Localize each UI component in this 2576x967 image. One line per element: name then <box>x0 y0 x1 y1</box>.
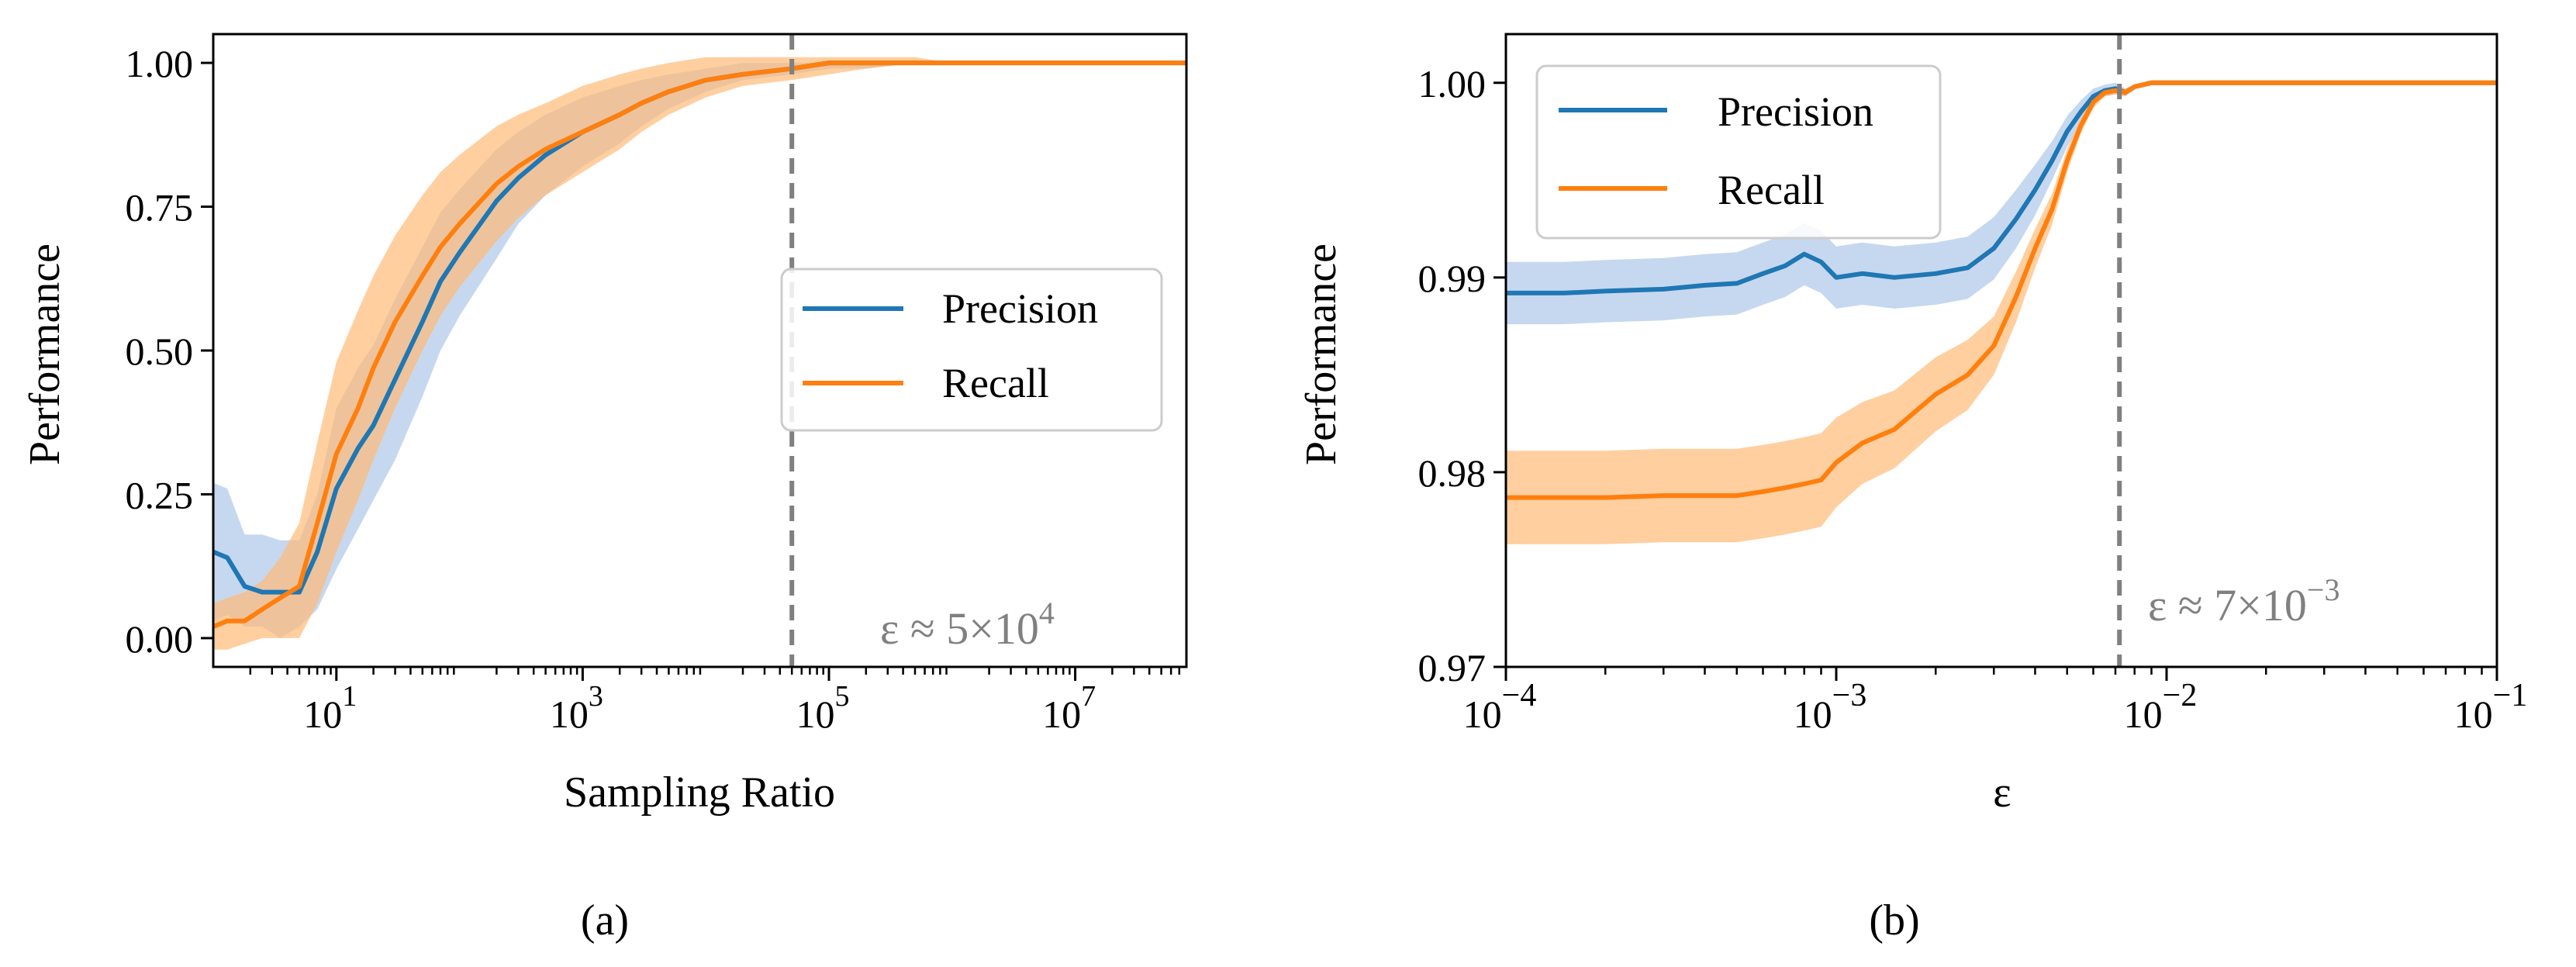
chart-b-x-axis-label: ε <box>1993 768 2011 817</box>
chart-b-legend-recall-label: Recall <box>1718 167 1825 213</box>
chart-a-x-tick-label: 103 <box>550 680 603 736</box>
chart-b-x-tick-label: 10−4 <box>1463 678 1537 736</box>
chart-b-bands <box>1506 82 2497 544</box>
chart-a-x-ticks: 101 103 105 107 <box>249 667 1181 736</box>
chart-b-plot-frame <box>1504 33 2498 668</box>
chart-a-lines <box>212 60 1186 629</box>
chart-b-lines <box>1506 80 2497 500</box>
chart-a-recall-band <box>213 57 1186 650</box>
chart-a-x-axis-label: Sampling Ratio <box>564 768 835 817</box>
chart-b-x-tick-label: 10−1 <box>2454 678 2528 736</box>
chart-b-legend: Precision Recall <box>1535 64 1942 240</box>
chart-a-caption: (a) <box>581 896 629 945</box>
chart-b-x-ticks: 10−4 10−3 10−2 10−1 <box>1463 667 2528 736</box>
chart-b-caption: (b) <box>1869 896 1919 945</box>
chart-a-y-tick-label: 1.00 <box>126 42 194 85</box>
chart-b-y-tick-label: 0.98 <box>1418 451 1487 495</box>
chart-a-annotation: ε ≈ 5×104 <box>880 596 1055 654</box>
chart-a-y-axis-label: Performance <box>21 243 69 465</box>
chart-a-x-tick-label: 101 <box>303 680 357 736</box>
chart-a-y-tick-label: 0.25 <box>126 473 194 516</box>
chart-b-recall-band <box>1506 82 2497 544</box>
chart-a-legend-precision-label: Precision <box>942 285 1098 332</box>
chart-b: 10−4 10−3 10−2 10−1 0.97 0.98 0.99 1.00 ε ≈ 7×… <box>1297 33 2528 945</box>
chart-b-annotation: ε ≈ 7×10−3 <box>2148 572 2339 630</box>
chart-a: 101 103 105 107 0.00 0.25 0.50 0.75 1.00 ε ≈ 5×… <box>21 33 1188 945</box>
chart-b-recall-line <box>1506 80 2497 500</box>
chart-a-y-tick-label: 0.75 <box>126 186 194 230</box>
chart-a-legend: Precision Recall <box>780 268 1163 432</box>
chart-b-legend-precision-label: Precision <box>1718 88 1873 135</box>
chart-b-y-ticks: 0.97 0.98 0.99 1.00 <box>1418 62 1506 689</box>
chart-b-y-tick-label: 0.97 <box>1418 646 1487 689</box>
chart-b-y-tick-label: 1.00 <box>1418 62 1487 105</box>
chart-a-bands <box>213 57 1186 650</box>
chart-b-precision-band <box>1506 82 2497 325</box>
chart-a-legend-recall-label: Recall <box>942 360 1049 406</box>
chart-b-y-axis-label: Performance <box>1297 243 1345 465</box>
chart-b-x-tick-label: 10−3 <box>1794 678 1867 736</box>
chart-a-y-ticks: 0.00 0.25 0.50 0.75 1.00 <box>126 42 213 661</box>
chart-b-x-tick-label: 10−2 <box>2124 678 2198 736</box>
chart-a-recall-line <box>212 60 1186 629</box>
chart-a-x-tick-label: 107 <box>1042 680 1096 736</box>
chart-b-y-tick-label: 0.99 <box>1418 257 1487 300</box>
chart-a-y-tick-label: 0.50 <box>126 330 194 373</box>
chart-a-y-tick-label: 0.00 <box>126 617 194 661</box>
chart-a-x-tick-label: 105 <box>796 680 849 736</box>
